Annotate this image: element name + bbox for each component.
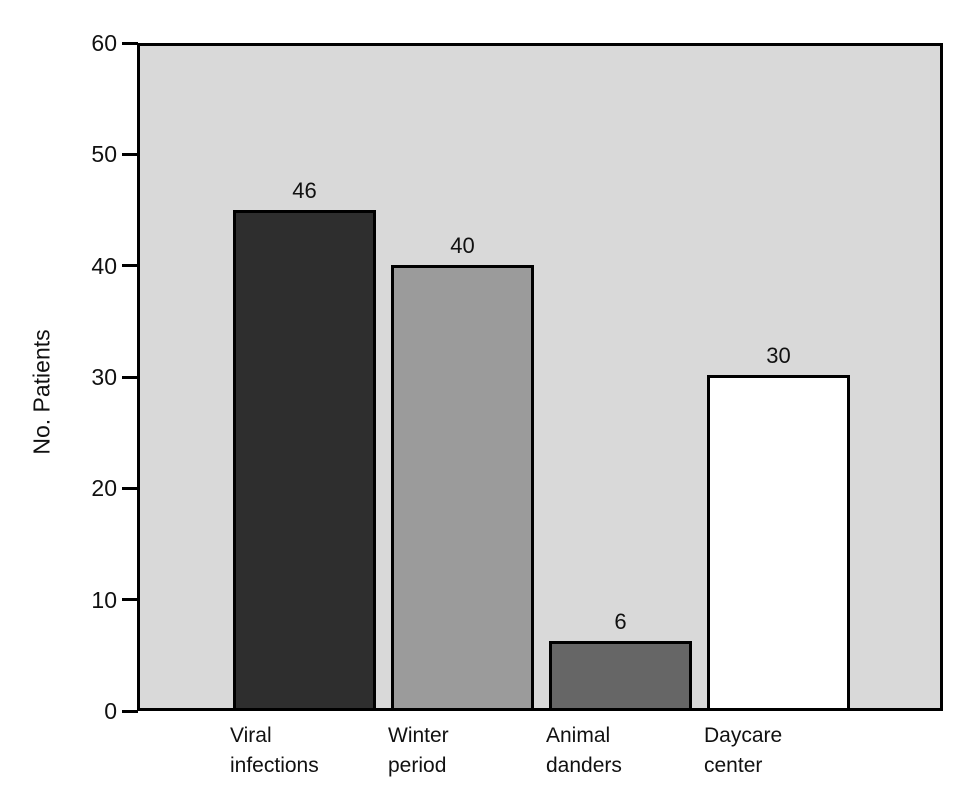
y-tick-mark <box>122 598 138 601</box>
x-category-label-line: Animal <box>546 724 611 747</box>
y-tick-mark <box>122 710 138 713</box>
bar-winter-period <box>391 265 534 711</box>
x-category-label: Daycare center <box>704 721 782 781</box>
y-tick-mark <box>122 153 138 156</box>
bar-viral-infections <box>233 210 376 711</box>
x-category-label-line: danders <box>546 754 622 777</box>
y-tick-label: 30 <box>91 364 117 390</box>
plot-area: 46 40 6 30 <box>137 43 943 711</box>
y-tick-mark <box>122 487 138 490</box>
y-tick-label: 40 <box>91 253 117 279</box>
y-tick-label: 20 <box>91 475 117 501</box>
x-category-label-line: Winter <box>388 724 449 747</box>
x-category-label: Viral infections <box>230 721 319 781</box>
y-tick-label: 10 <box>91 587 117 613</box>
x-category-label-line: period <box>388 754 447 777</box>
bar-value-label: 46 <box>292 178 317 203</box>
y-tick-label: 60 <box>91 30 117 56</box>
y-axis-title: No. Patients <box>28 329 55 455</box>
y-tick-mark <box>122 42 138 45</box>
x-category-label: Animal danders <box>546 721 622 781</box>
bar-value-label: 40 <box>450 233 475 258</box>
x-category-label-line: center <box>704 754 763 777</box>
bar-value-label: 30 <box>766 343 791 368</box>
y-tick-label: 0 <box>104 698 117 724</box>
bar-animal-danders <box>549 641 692 711</box>
y-tick-mark <box>122 376 138 379</box>
x-category-label-line: Viral <box>230 724 272 747</box>
x-category-label-line: infections <box>230 754 319 777</box>
y-tick-mark <box>122 264 138 267</box>
bar-value-label: 6 <box>614 609 627 634</box>
x-category-label-line: Daycare <box>704 724 783 747</box>
y-tick-label: 50 <box>91 141 117 167</box>
bar-daycare-center <box>707 375 850 711</box>
x-category-label: Winter period <box>388 721 449 781</box>
